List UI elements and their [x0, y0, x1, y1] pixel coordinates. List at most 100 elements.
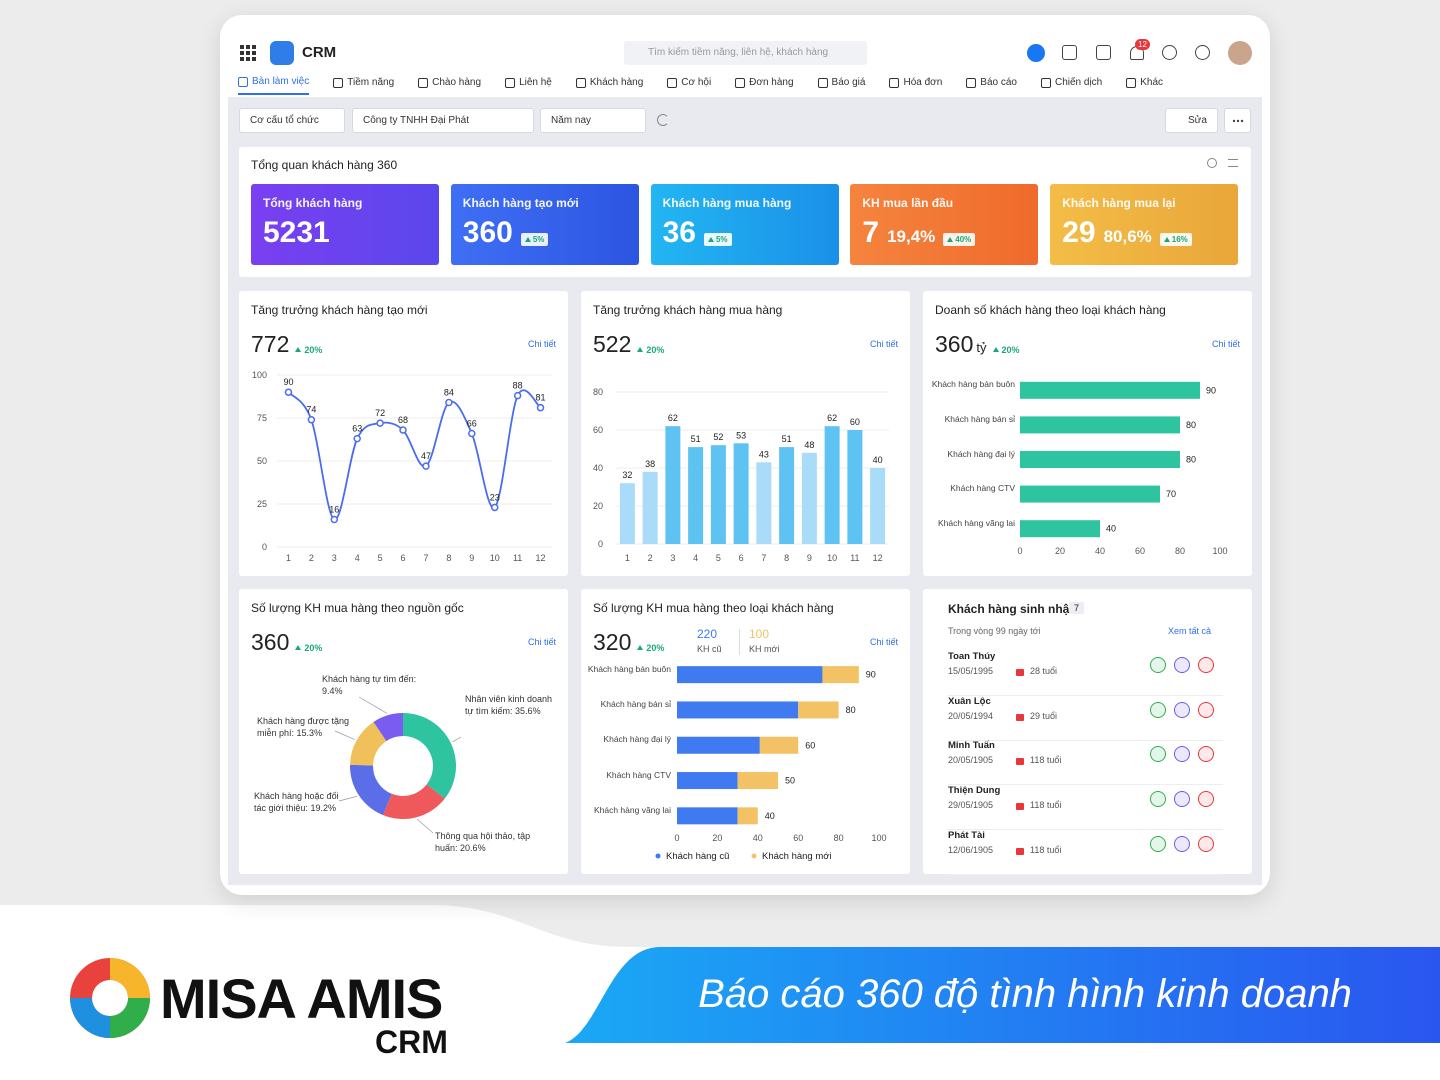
divider — [739, 629, 740, 655]
panel-total: 522 20% — [593, 331, 664, 358]
bar — [1020, 520, 1100, 538]
up-arrow — [707, 237, 714, 242]
cake-icon — [1016, 758, 1024, 766]
notification-badge: 12 — [1135, 39, 1150, 50]
total-value: 320 — [593, 629, 632, 655]
person-date: 12/06/1905 — [948, 844, 994, 855]
nav-item[interactable]: Báo cáo — [966, 72, 1017, 95]
view-all-link[interactable]: Xem tất cả — [1168, 626, 1212, 636]
person-age: 118 tuổi — [1030, 800, 1062, 811]
data-label: 40 — [1106, 524, 1116, 534]
legend-marker — [655, 853, 661, 859]
nav-item[interactable]: Hóa đơn — [889, 72, 942, 95]
x-tick-label: 80 — [1175, 546, 1185, 556]
category-label: Khách hàng bán buôn — [587, 663, 671, 674]
detail-link[interactable]: Chi tiết — [527, 339, 556, 349]
chat-button[interactable] — [1174, 791, 1190, 808]
chart-panel: Tăng trưởng khách hàng mua hàng 522 20% Chi… — [581, 291, 910, 576]
leader-line — [334, 730, 355, 740]
birthday-row: Phát Tài 12/06/1905 118 tuổi — [948, 830, 1223, 875]
x-tick-label: 8 — [446, 553, 451, 563]
call-button[interactable] — [1150, 657, 1166, 673]
call-button[interactable] — [1150, 746, 1166, 763]
nav-item[interactable]: Chiến dịch — [1040, 72, 1102, 95]
x-tick-label: 6 — [739, 553, 744, 563]
detail-link[interactable]: Chi tiết — [1211, 339, 1240, 349]
nav-item[interactable]: Khách hàng — [575, 72, 643, 95]
apps-icon[interactable] — [240, 45, 256, 61]
summary-label: KH cũ — [697, 644, 722, 654]
mail-button[interactable] — [1198, 835, 1214, 852]
bar — [688, 447, 704, 544]
person-name: Thiện Dung — [948, 785, 1001, 797]
nav-item[interactable]: Liên hệ — [505, 72, 552, 95]
period-filter[interactable]: Năm nay — [540, 108, 646, 133]
up-arrow — [637, 347, 644, 352]
data-label: 74 — [306, 405, 316, 415]
nav-icon — [817, 77, 828, 88]
search-box[interactable]: Tìm kiếm tiềm năng, liên hệ, khách hàng — [624, 41, 867, 65]
mail-button[interactable] — [1198, 791, 1214, 808]
mail-button[interactable] — [1198, 746, 1214, 763]
x-tick-label: 8 — [784, 553, 789, 563]
bar — [1020, 416, 1180, 434]
logo-part — [110, 958, 150, 998]
call-button[interactable] — [1150, 701, 1166, 718]
company-filter[interactable]: Công ty TNHH Đại Phát — [352, 108, 534, 133]
kpi-card: KH mua lần đầu 7 19,4% 40% — [850, 184, 1039, 265]
category-label: Khách hàng bán sỉ — [600, 698, 671, 709]
org-filter[interactable]: Cơ cấu tổ chức — [239, 108, 345, 133]
app-brand: CRM — [302, 44, 337, 61]
nav-label: Chào hàng — [432, 77, 482, 88]
nav-item[interactable]: Đơn hàng — [735, 72, 794, 95]
nav-item[interactable]: Cơ hội — [667, 72, 711, 95]
avatar[interactable] — [1228, 41, 1252, 65]
detail-link[interactable]: Chi tiết — [869, 637, 898, 647]
detail-link[interactable]: Chi tiết — [527, 637, 556, 647]
x-tick-label: 80 — [834, 833, 844, 843]
box-icon[interactable] — [1062, 45, 1077, 60]
cake-icon — [1016, 803, 1024, 811]
mail-button[interactable] — [1198, 657, 1214, 673]
panel-title: Tăng trưởng khách hàng tạo mới — [251, 303, 428, 317]
nav-label: Bàn làm việc — [252, 76, 310, 87]
slice-label: Khách hàng tự tìm đến: 9.4% — [322, 673, 437, 697]
chat-button[interactable] — [1174, 657, 1190, 673]
chart-panel: Doanh số khách hàng theo loại khách hàng… — [923, 291, 1252, 576]
total-label: 50 — [785, 776, 795, 786]
settings-icon[interactable] — [1207, 158, 1217, 168]
call-button[interactable] — [1150, 791, 1166, 808]
point — [513, 391, 522, 400]
chat-button[interactable] — [1174, 701, 1190, 718]
slice-name: Thông qua hội thảo, tập huấn: — [435, 831, 531, 853]
chat-button[interactable] — [1174, 746, 1190, 763]
line — [287, 389, 542, 521]
change-badge: 20% — [295, 345, 322, 355]
filter-icon[interactable] — [1228, 159, 1238, 167]
data-label: 84 — [444, 388, 454, 398]
nav-item[interactable]: Chào hàng — [418, 72, 481, 95]
total-value: 360 — [935, 331, 974, 357]
refresh-icon[interactable] — [657, 114, 669, 126]
calendar-icon[interactable] — [1096, 45, 1111, 60]
help-icon[interactable] — [1195, 45, 1210, 60]
nav-item[interactable]: Khác — [1126, 72, 1163, 95]
mail-button[interactable] — [1198, 701, 1214, 718]
detail-link[interactable]: Chi tiết — [869, 339, 898, 349]
edit-button[interactable]: Sửa — [1165, 108, 1218, 133]
kpi-card: Khách hàng tạo mới 360 5% — [450, 184, 639, 265]
nav-item[interactable]: Bàn làm việc — [238, 72, 310, 95]
panel-total: 360 tỷ 20% — [935, 331, 1020, 358]
facebook-icon[interactable] — [1027, 44, 1045, 62]
nav-item[interactable]: Tiềm năng — [333, 72, 394, 95]
bar — [1020, 451, 1180, 468]
call-button[interactable] — [1150, 835, 1166, 852]
point — [376, 419, 384, 427]
bar — [1020, 381, 1200, 399]
birthday-row: Thiện Dung 29/05/1905 118 tuổi — [948, 785, 1223, 831]
panel-total: 320 20% — [593, 629, 664, 656]
nav-item[interactable]: Báo giá — [817, 72, 865, 95]
settings-icon[interactable] — [1162, 45, 1177, 60]
more-button[interactable] — [1224, 108, 1251, 133]
chat-button[interactable] — [1174, 835, 1190, 852]
